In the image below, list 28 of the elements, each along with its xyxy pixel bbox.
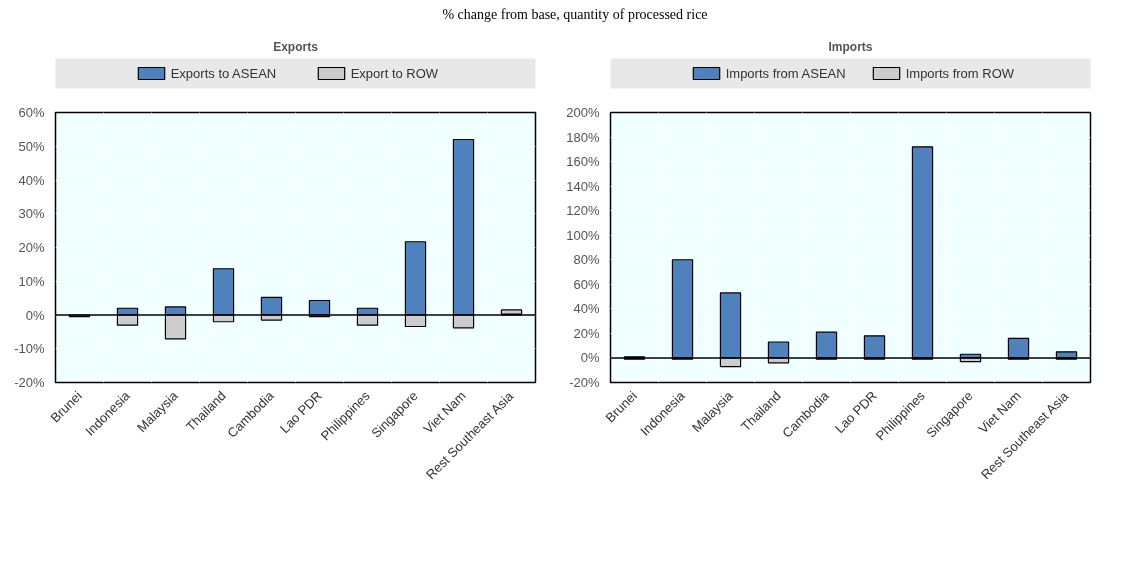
y-tick-label: 140% bbox=[566, 178, 600, 194]
y-tick-label: 40% bbox=[573, 301, 600, 317]
chart-title: Imports bbox=[828, 39, 873, 54]
y-tick-label: 40% bbox=[18, 172, 45, 188]
y-tick-label: 10% bbox=[18, 273, 45, 289]
legend-label: Export to ROW bbox=[350, 66, 439, 81]
y-tick-label: 60% bbox=[573, 276, 600, 292]
chart-title: Exports bbox=[273, 39, 319, 54]
y-tick-label: 180% bbox=[566, 129, 600, 145]
text: % change from base, quantity of processed rice bbox=[442, 6, 708, 24]
y-tick-label: 120% bbox=[566, 203, 600, 219]
y-tick-label: -10% bbox=[14, 341, 45, 357]
legend-label: Imports from ASEAN bbox=[725, 66, 846, 81]
y-tick-label: 80% bbox=[573, 252, 600, 268]
legend-label: Imports from ROW bbox=[905, 66, 1015, 81]
y-tick-label: 20% bbox=[573, 325, 600, 341]
y-tick-label: 50% bbox=[18, 138, 45, 154]
y-tick-label: -20% bbox=[569, 375, 600, 390]
y-tick-label: 0% bbox=[580, 350, 600, 366]
y-tick-label: -20% bbox=[14, 375, 45, 390]
y-tick-label: 160% bbox=[566, 154, 600, 170]
y-tick-label: 0% bbox=[25, 307, 45, 323]
legend-label: Exports to ASEAN bbox=[170, 66, 277, 81]
y-tick-label: 20% bbox=[18, 240, 45, 255]
y-tick-label: 30% bbox=[18, 206, 45, 222]
y-tick-label: 60% bbox=[18, 105, 45, 120]
y-tick-label: 100% bbox=[566, 227, 600, 243]
y-tick-label: 200% bbox=[566, 105, 600, 120]
